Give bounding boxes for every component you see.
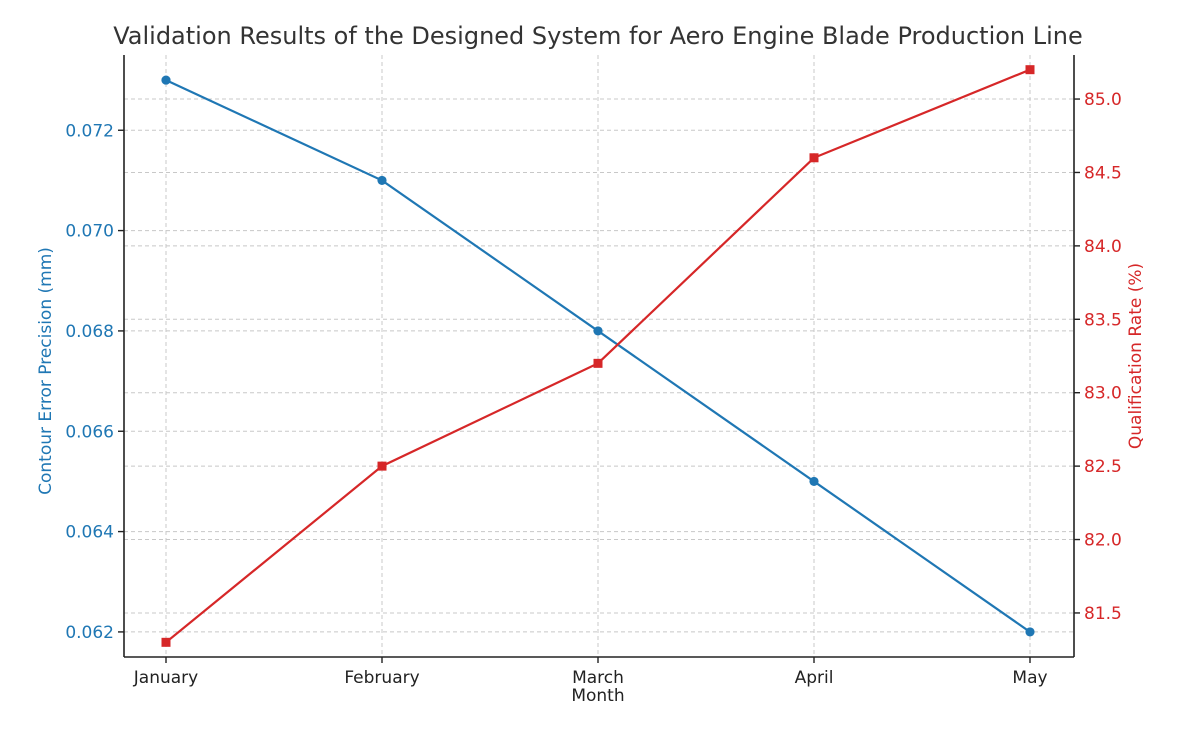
x-axis-label: Month xyxy=(571,686,624,706)
plot-area xyxy=(161,65,1035,647)
y-right-tick-label: 82.0 xyxy=(1084,531,1122,551)
y-left-tick-label: 0.062 xyxy=(65,623,114,643)
y-right-tick-label: 83.0 xyxy=(1084,384,1122,404)
qualification-rate-series-point xyxy=(809,153,819,163)
y-left-tick-label: 0.064 xyxy=(65,523,114,543)
y-left-tick-label: 0.072 xyxy=(65,121,114,141)
x-tick-label: January xyxy=(133,668,198,688)
y-right-tick-label: 83.5 xyxy=(1084,310,1122,330)
qualification-rate-series-point xyxy=(377,461,387,471)
qualification-rate-series-point xyxy=(593,358,603,368)
contour-error-series-point xyxy=(161,75,171,85)
contour-error-series-point xyxy=(593,326,603,336)
y-axis-right-label: Qualification Rate (%) xyxy=(1126,263,1146,449)
contour-error-series-point xyxy=(377,175,387,186)
contour-error-series-point xyxy=(1025,627,1035,637)
axes: January February March April May 0.062 0.064 0.… xyxy=(65,55,1122,688)
x-tick-label: March xyxy=(572,668,624,688)
qualification-rate-series-point xyxy=(1025,65,1035,75)
y-right-tick-label: 84.5 xyxy=(1084,163,1122,183)
x-tick-label: February xyxy=(344,668,419,688)
qualification-rate-series-point xyxy=(161,637,171,647)
y-right-tick-label: 82.5 xyxy=(1084,457,1122,477)
y-axis-left-label: Contour Error Precision (mm) xyxy=(36,247,56,495)
y-left-tick-label: 0.070 xyxy=(65,222,114,242)
grid-lines xyxy=(124,55,1074,657)
x-tick-label: April xyxy=(795,668,834,688)
y-left-tick-label: 0.066 xyxy=(65,422,114,442)
contour-error-series-point xyxy=(809,476,819,487)
x-tick-label: May xyxy=(1012,668,1047,688)
y-left-tick-label: 0.068 xyxy=(65,322,114,342)
y-right-tick-label: 85.0 xyxy=(1084,90,1122,110)
chart-title: Validation Results of the Designed Syste… xyxy=(113,22,1083,50)
y-right-tick-label: 81.5 xyxy=(1084,604,1122,624)
y-right-tick-label: 84.0 xyxy=(1084,237,1122,257)
